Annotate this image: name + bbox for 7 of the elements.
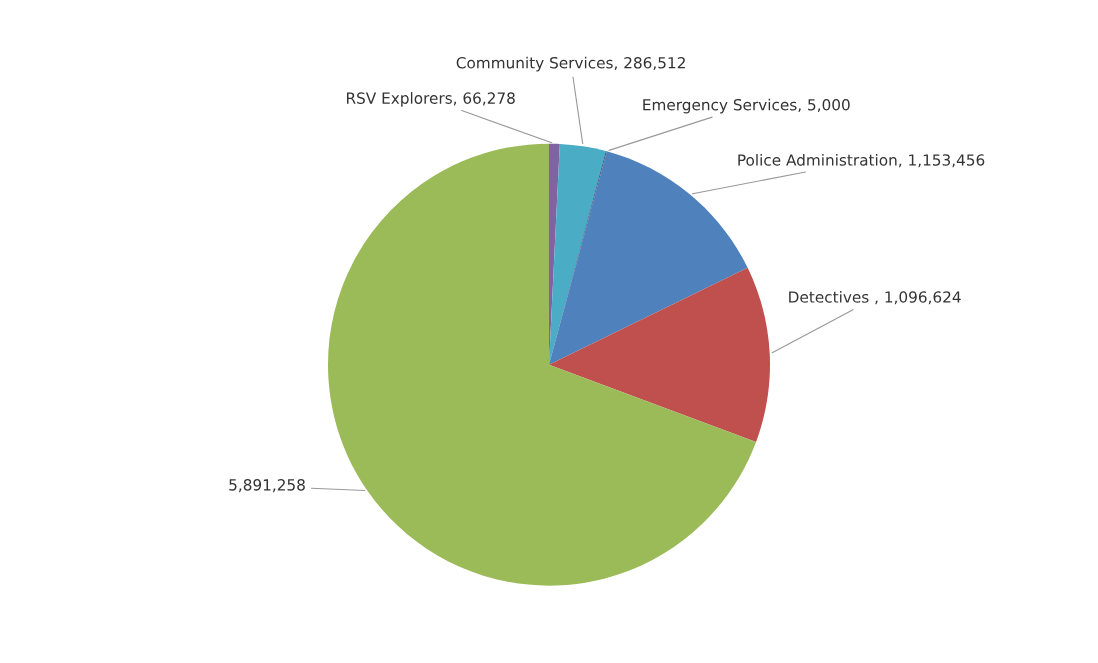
slice-label: Detectives , 1,096,624 <box>789 290 961 305</box>
slice-label: Police Administration, 1,153,456 <box>738 153 985 168</box>
slice-label: Community Services, 286,512 <box>456 56 685 72</box>
slice-label: Emergency Services, 5,000 <box>643 98 850 114</box>
slice-label: RSV Explorers, 66,278 <box>346 92 515 107</box>
data-label: 5,891,258 <box>229 479 305 493</box>
pie-slice <box>549 267 770 442</box>
